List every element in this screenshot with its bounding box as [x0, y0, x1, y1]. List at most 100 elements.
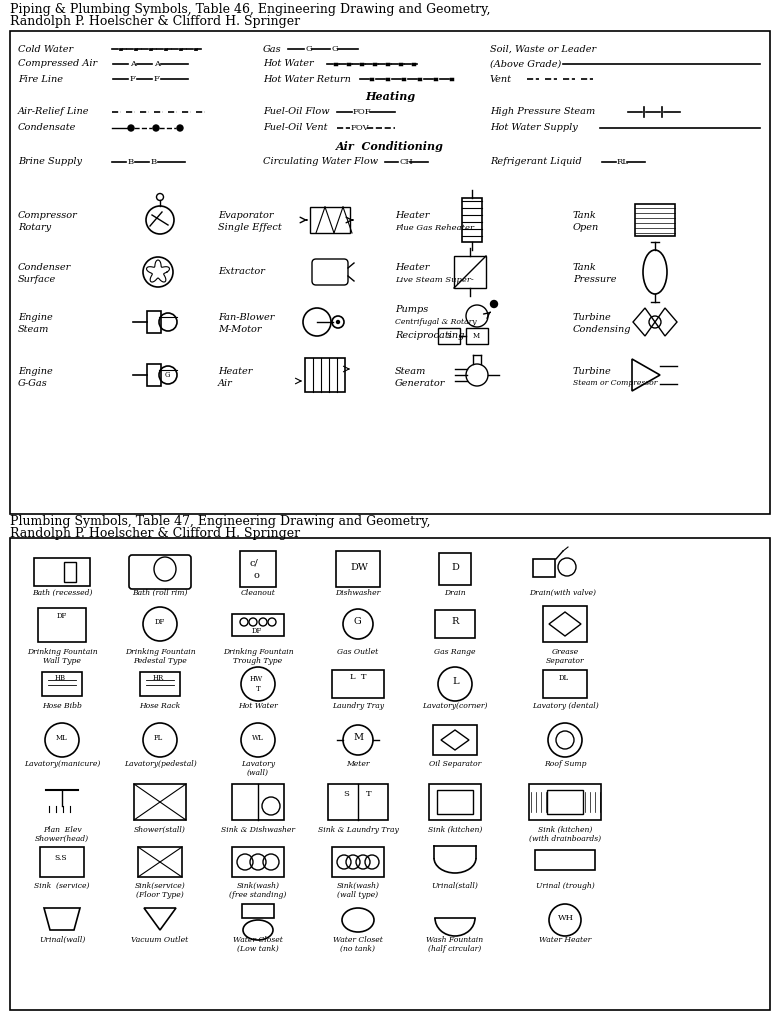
- Text: Wash Fountain
(half circular): Wash Fountain (half circular): [426, 936, 483, 953]
- Bar: [466, 328, 488, 344]
- Text: Evaporator: Evaporator: [218, 212, 273, 220]
- Bar: [240, 551, 276, 587]
- Text: M: M: [473, 332, 480, 340]
- Ellipse shape: [243, 920, 273, 940]
- Text: Piping & Plumbing Symbols, Table 46, Engineering Drawing and Geometry,: Piping & Plumbing Symbols, Table 46, Eng…: [10, 3, 490, 16]
- Text: DF: DF: [57, 612, 67, 620]
- Text: Lavatory(corner): Lavatory(corner): [423, 702, 488, 710]
- Bar: [34, 558, 90, 586]
- Circle shape: [153, 125, 159, 131]
- Text: CH: CH: [399, 158, 412, 166]
- Text: G: G: [165, 371, 170, 379]
- Text: Air  Conditioning: Air Conditioning: [336, 140, 444, 152]
- Bar: [138, 847, 182, 877]
- Text: Gas Outlet: Gas Outlet: [337, 648, 379, 656]
- Text: ML: ML: [56, 734, 68, 742]
- Text: A: A: [130, 60, 136, 68]
- Text: Drain(with valve): Drain(with valve): [530, 589, 597, 597]
- Text: Compressor: Compressor: [18, 212, 78, 220]
- Bar: [232, 847, 284, 877]
- Text: D: D: [451, 562, 459, 571]
- Text: Turbine: Turbine: [573, 367, 612, 376]
- Bar: [437, 790, 473, 814]
- Circle shape: [337, 321, 340, 324]
- Text: Urinal(stall): Urinal(stall): [432, 882, 479, 890]
- Text: PL: PL: [154, 734, 163, 742]
- Text: DL: DL: [559, 674, 569, 682]
- Text: Water Closet
(Low tank): Water Closet (Low tank): [233, 936, 283, 953]
- Text: Meter: Meter: [346, 760, 369, 768]
- Text: Pressure: Pressure: [573, 275, 616, 285]
- Ellipse shape: [643, 250, 667, 294]
- Text: Pumps: Pumps: [395, 305, 428, 314]
- Text: Shower(stall): Shower(stall): [134, 826, 186, 834]
- Bar: [635, 204, 675, 236]
- Bar: [433, 725, 477, 755]
- Text: Open: Open: [573, 223, 599, 232]
- Bar: [529, 784, 601, 820]
- Text: Lavatory(manicure): Lavatory(manicure): [23, 760, 100, 768]
- Bar: [336, 551, 380, 587]
- Text: Water Closet
(no tank): Water Closet (no tank): [333, 936, 383, 953]
- Text: Hose Bibb: Hose Bibb: [42, 702, 82, 710]
- Text: Generator: Generator: [395, 379, 445, 387]
- Text: Fuel-Oil Vent: Fuel-Oil Vent: [263, 124, 327, 132]
- Text: Sink(service)
(Floor Type): Sink(service) (Floor Type): [134, 882, 185, 899]
- Bar: [147, 311, 161, 333]
- Text: Tank: Tank: [573, 212, 597, 220]
- Text: G-Gas: G-Gas: [18, 379, 48, 387]
- Ellipse shape: [342, 908, 374, 932]
- Text: WH: WH: [558, 914, 574, 922]
- Text: Drinking Fountain
Wall Type: Drinking Fountain Wall Type: [27, 648, 98, 666]
- Text: S: S: [343, 790, 349, 798]
- Bar: [310, 207, 350, 233]
- Text: Fire Line: Fire Line: [18, 75, 63, 84]
- Text: Sink(wash)
(wall type): Sink(wash) (wall type): [337, 882, 380, 899]
- Bar: [462, 198, 482, 242]
- Text: F: F: [130, 75, 136, 83]
- Circle shape: [177, 125, 183, 131]
- Text: S: S: [446, 332, 451, 340]
- Bar: [543, 606, 587, 642]
- Ellipse shape: [154, 557, 176, 581]
- Text: R: R: [451, 617, 458, 627]
- Text: Sink (kitchen)
(with drainboards): Sink (kitchen) (with drainboards): [529, 826, 601, 843]
- Text: FOF: FOF: [353, 108, 372, 116]
- Text: Fuel-Oil Flow: Fuel-Oil Flow: [263, 108, 330, 117]
- Text: High Pressure Steam: High Pressure Steam: [490, 108, 595, 117]
- Text: Plumbing Symbols, Table 47, Engineering Drawing and Geometry,: Plumbing Symbols, Table 47, Engineering …: [10, 515, 430, 528]
- Bar: [140, 672, 180, 696]
- Text: Compressed Air: Compressed Air: [18, 59, 97, 69]
- Text: Gas Range: Gas Range: [434, 648, 476, 656]
- Text: Extractor: Extractor: [218, 267, 265, 276]
- Text: Rotary: Rotary: [18, 223, 51, 232]
- Text: Hot Water Supply: Hot Water Supply: [490, 124, 578, 132]
- Text: Reciprocating: Reciprocating: [395, 332, 465, 341]
- Text: Hot Water Return: Hot Water Return: [263, 75, 351, 84]
- Text: Tank: Tank: [573, 263, 597, 272]
- FancyBboxPatch shape: [312, 259, 348, 285]
- Text: Dishwasher: Dishwasher: [335, 589, 380, 597]
- Text: Plan  Elev
Shower(head): Plan Elev Shower(head): [35, 826, 89, 843]
- Text: Randolph P. Hoelscher & Clifford H. Springer: Randolph P. Hoelscher & Clifford H. Spri…: [10, 14, 300, 28]
- Bar: [147, 364, 161, 386]
- Text: RL: RL: [617, 158, 629, 166]
- Text: Hot Water: Hot Water: [238, 702, 278, 710]
- Text: Sink & Dishwasher: Sink & Dishwasher: [221, 826, 295, 834]
- Bar: [242, 904, 274, 918]
- Text: M-Motor: M-Motor: [218, 326, 262, 335]
- Text: o: o: [253, 571, 259, 581]
- Text: Lavatory
(wall): Lavatory (wall): [241, 760, 275, 777]
- FancyBboxPatch shape: [129, 555, 191, 589]
- Circle shape: [490, 300, 497, 307]
- Text: Air-Relief Line: Air-Relief Line: [18, 108, 90, 117]
- Bar: [328, 784, 388, 820]
- Text: G: G: [305, 45, 312, 53]
- Text: Roof Sump: Roof Sump: [544, 760, 587, 768]
- Text: Brine Supply: Brine Supply: [18, 158, 82, 167]
- Text: Condenser: Condenser: [18, 263, 71, 272]
- Text: Engine: Engine: [18, 313, 53, 323]
- Text: Bath (roll rim): Bath (roll rim): [132, 589, 187, 597]
- Text: Live Steam Super-: Live Steam Super-: [395, 276, 474, 284]
- Text: Drinking Fountain
Trough Type: Drinking Fountain Trough Type: [223, 648, 294, 666]
